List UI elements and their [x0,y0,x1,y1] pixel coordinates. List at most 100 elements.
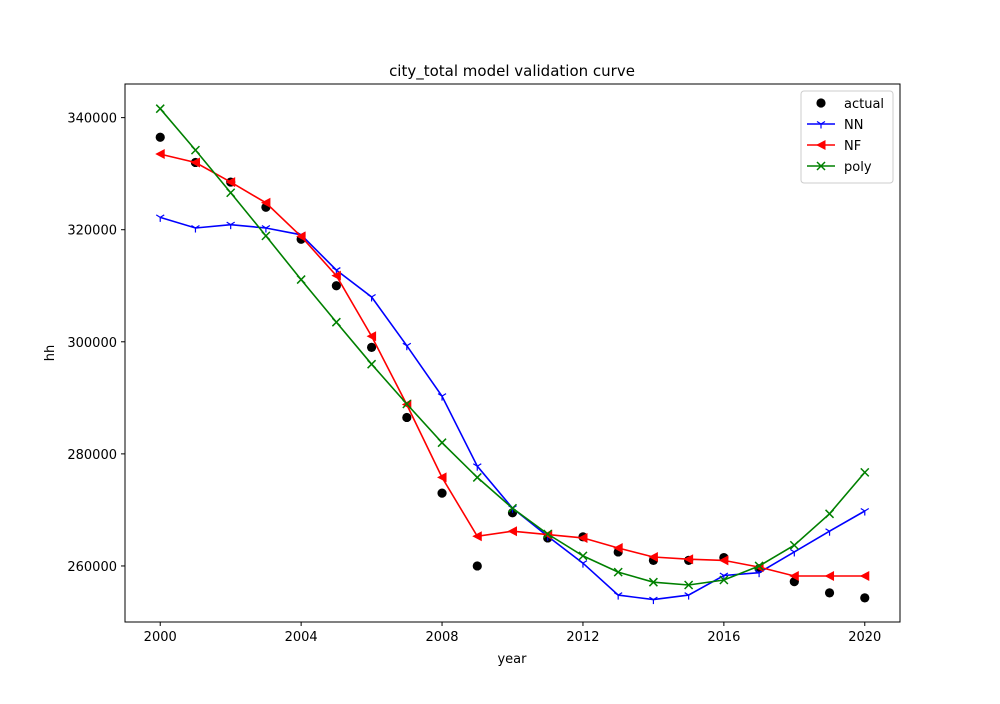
data-point-marker [155,104,165,114]
data-point-marker [816,120,826,129]
data-point-marker [860,508,870,516]
marker-stroke [296,275,306,285]
data-point-marker [613,567,623,577]
data-point-marker [402,342,412,351]
marker-stroke [472,463,478,467]
legend-label: NN [844,118,863,133]
marker-stroke [613,567,623,577]
data-point-marker [790,548,799,557]
marker-stroke [336,267,341,271]
data-point-marker [648,551,658,562]
data-point-marker [366,342,377,352]
marker-stroke [226,188,236,198]
data-point-marker [543,529,553,539]
data-point-marker [472,472,482,482]
data-point-marker [331,281,341,291]
marker-stroke [723,572,729,576]
marker-stroke [684,592,689,596]
data-point-marker [225,177,236,188]
marker-stroke [860,467,870,477]
marker-stroke [155,214,161,218]
data-point-marker [155,132,165,142]
legend-entry-nf: NF [807,139,861,154]
marker-stroke [582,560,588,564]
data-point-marker [155,149,165,160]
data-point-marker [613,592,623,600]
marker-stroke [648,577,658,587]
x-axis-label: year [497,652,527,667]
marker-stroke [754,561,764,571]
marker-stroke [441,393,447,397]
marker-stroke [230,221,235,226]
x-tick-label: 2000 [144,630,177,645]
data-point-marker [824,571,835,582]
y-tick-label: 340000 [67,112,117,127]
series-nf [155,149,870,582]
marker-stroke [402,342,408,347]
data-point-marker [367,359,377,369]
y-axis: 260000 280000 300000 320000 340000 [67,112,125,575]
data-point-marker [366,331,377,342]
data-point-marker [649,596,658,605]
series-layer [155,104,870,605]
legend-label: NF [844,139,861,154]
marker-stroke [437,393,443,397]
marker-stroke [159,214,165,218]
marker-stroke [371,293,376,298]
marker-stroke [684,580,694,590]
data-point-marker [261,231,271,241]
legend-entry-poly: poly [807,160,872,175]
x-tick-label: 2008 [425,630,458,645]
marker-stroke [476,463,482,467]
marker-stroke [754,569,760,574]
x-tick-label: 2004 [285,630,318,645]
chart-title: city_total model validation curve [389,62,635,81]
marker-stroke [719,572,725,576]
data-point-marker [719,575,729,585]
marker-stroke [472,472,482,482]
marker-stroke [578,551,588,561]
series-line [159,216,866,601]
y-tick-label: 320000 [67,224,117,239]
data-point-marker [437,472,447,483]
marker-stroke [406,342,412,347]
marker-stroke [265,225,271,229]
marker-stroke [437,438,447,448]
data-point-marker [261,225,271,233]
marker-stroke [191,225,196,229]
marker-stroke [578,560,584,564]
data-point-marker [507,503,518,513]
data-point-marker [331,270,341,281]
series-poly [155,104,870,590]
data-point-marker [190,157,200,168]
marker-stroke [613,592,619,596]
data-point-marker [260,197,271,208]
data-point-marker [578,560,588,568]
marker-stroke [332,267,337,271]
marker-stroke [190,145,200,155]
marker-stroke [195,225,200,229]
data-point-marker [296,231,306,242]
data-point-marker [860,467,870,477]
legend-box [800,90,894,184]
data-point-marker [402,399,412,409]
data-point-marker [472,463,482,471]
data-point-marker [437,438,447,448]
marker-stroke [790,548,795,553]
data-point-marker [859,571,870,582]
data-point-marker [684,580,694,590]
data-point-marker [825,509,835,519]
legend-label: actual [844,97,884,112]
marker-stroke [816,161,826,171]
marker-stroke [649,596,654,601]
data-point-marker [472,561,482,571]
data-point-marker [754,561,764,571]
marker-stroke [331,317,341,327]
data-point-marker [190,145,200,155]
marker-stroke [825,528,830,532]
marker-stroke [367,293,372,298]
marker-stroke [820,120,826,125]
marker-stroke [261,231,271,241]
data-point-marker [577,532,588,543]
